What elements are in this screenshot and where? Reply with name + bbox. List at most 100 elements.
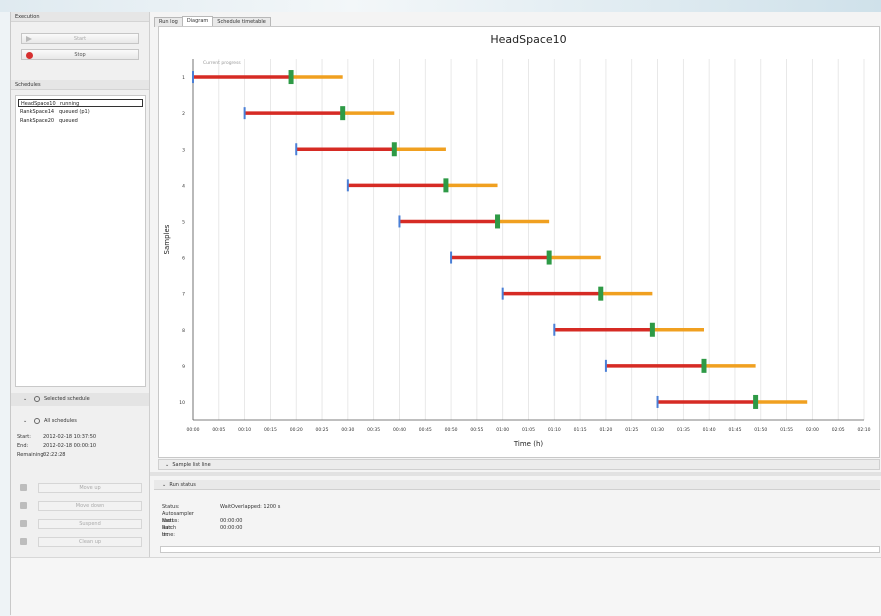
y-axis-label: Samples (163, 224, 171, 254)
x-tick-label: 02:05 (832, 427, 845, 433)
start-marker (553, 323, 556, 336)
phase-marker (546, 250, 552, 265)
y-tick-label: 9 (182, 364, 185, 370)
clock-icon (34, 396, 40, 402)
tab-bar: Run log Diagram Schedule timetable (154, 16, 271, 27)
start-marker (656, 395, 659, 408)
start-marker (295, 143, 298, 156)
y-tick-label: 6 (182, 256, 185, 262)
move-down-button[interactable]: Move down (16, 500, 142, 512)
x-axis-label: Time (h) (513, 440, 544, 448)
phase-marker (391, 142, 397, 157)
x-tick-label: 00:35 (367, 427, 380, 433)
x-tick-label: 02:10 (858, 427, 871, 433)
diagram-panel: HeadSpace10 00:00 00:05 00:10 00:15 00:20 00:2… (158, 26, 880, 458)
tab-schedule-timetable[interactable]: Schedule timetable (212, 17, 271, 27)
x-tick-label: 00:05 (212, 427, 225, 433)
clock-icon (34, 418, 40, 424)
x-tick-label: 01:35 (677, 427, 690, 433)
desktop-band (0, 0, 881, 12)
move-up-button[interactable]: Move up (16, 482, 142, 494)
start-label: Start (73, 36, 87, 42)
start-marker (398, 215, 401, 228)
y-tick-label: 8 (182, 328, 185, 334)
y-tick-label: 1 (182, 75, 185, 81)
x-tick-label: 01:45 (728, 427, 741, 433)
app-window: Execution Start Stop Schedules HeadSpace… (10, 12, 881, 616)
x-tick-label: 01:00 (496, 427, 509, 433)
selected-schedule-expander[interactable]: ⌄ Selected schedule (11, 393, 149, 406)
phase-marker (649, 322, 655, 337)
pause-icon (20, 520, 27, 527)
start-marker (346, 179, 349, 192)
x-tick-label: 00:20 (290, 427, 303, 433)
clean-up-button[interactable]: Clean up (16, 536, 142, 548)
x-tick-label: 00:45 (419, 427, 432, 433)
start-marker (192, 71, 194, 84)
list-item[interactable]: RankSpace14 queued (p1) (20, 109, 90, 115)
start-marker (243, 107, 246, 120)
x-tick-label: 00:55 (470, 427, 483, 433)
arrow-up-icon (20, 484, 27, 491)
chevron-down-icon: ⌄ (23, 396, 28, 402)
x-tick-label: 01:30 (651, 427, 664, 433)
gantt-chart: HeadSpace10 00:00 00:05 00:10 00:15 00:20 00:2… (163, 33, 871, 448)
chevron-down-icon: ⌄ (162, 482, 170, 488)
all-schedules-expander[interactable]: ⌄ All schedules (11, 415, 149, 428)
schedules-header: Schedules (11, 80, 149, 90)
y-tick-label: 7 (182, 292, 185, 298)
x-tick-label: 00:40 (393, 427, 406, 433)
y-tick-label: 3 (182, 147, 185, 153)
phase-marker (340, 106, 346, 121)
sample-line-expander[interactable]: ⌄ Sample list line (158, 459, 880, 470)
x-tick-label: 00:25 (316, 427, 329, 433)
start-marker (501, 287, 504, 300)
phase-marker (598, 286, 604, 301)
x-tick-label: 00:00 (187, 427, 200, 433)
run-status-header[interactable]: ⌄ Run status (154, 480, 880, 490)
pane-divider[interactable] (150, 472, 881, 476)
left-panel: Execution Start Stop Schedules HeadSpace… (11, 12, 150, 557)
arrow-down-icon (20, 502, 27, 509)
x-tick-label: 00:30 (341, 427, 354, 433)
x-tick-label: 01:55 (780, 427, 793, 433)
y-tick-label: 2 (182, 111, 185, 117)
x-tick-label: 01:05 (522, 427, 535, 433)
start-marker (604, 359, 607, 372)
y-tick-label: 5 (182, 219, 185, 225)
phase-marker (495, 214, 501, 229)
suspend-button[interactable]: Suspend (16, 518, 142, 530)
x-tick-label: 00:10 (238, 427, 251, 433)
start-marker (450, 251, 453, 264)
chart-title: HeadSpace10 (490, 33, 566, 46)
y-tick-label: 4 (182, 183, 185, 189)
x-tick-label: 01:40 (703, 427, 716, 433)
bottom-empty-area (11, 557, 881, 616)
phase-marker (443, 178, 449, 193)
right-panel: Run log Diagram Schedule timetable HeadSpa… (150, 12, 881, 615)
chevron-down-icon: ⌄ (165, 462, 173, 468)
x-tick-label: 00:50 (445, 427, 458, 433)
phase-marker (288, 70, 294, 85)
chevron-down-icon: ⌄ (23, 418, 28, 424)
execution-header: Execution (11, 12, 149, 22)
run-progress-bar (160, 546, 880, 553)
stop-button[interactable]: Stop (21, 49, 139, 60)
stop-icon (26, 52, 33, 59)
x-tick-label: 01:25 (625, 427, 638, 433)
schedule-list[interactable]: HeadSpace10 running RankSpace14 queued (… (15, 95, 146, 387)
play-icon (26, 36, 32, 42)
phase-marker (701, 358, 707, 373)
x-tick-label: 01:20 (599, 427, 612, 433)
x-tick-label: 02:00 (806, 427, 819, 433)
x-tick-label: 01:50 (754, 427, 767, 433)
x-tick-label: 01:15 (574, 427, 587, 433)
stop-label: Stop (74, 52, 86, 58)
x-tick-label: 00:15 (264, 427, 277, 433)
current-progress-label: Current progress (203, 60, 241, 66)
start-button[interactable]: Start (21, 33, 139, 44)
list-item[interactable]: RankSpace20 queued (20, 118, 78, 124)
phase-marker (753, 394, 759, 409)
y-tick-label: 10 (179, 400, 185, 406)
list-item[interactable]: HeadSpace10 running (18, 99, 143, 107)
